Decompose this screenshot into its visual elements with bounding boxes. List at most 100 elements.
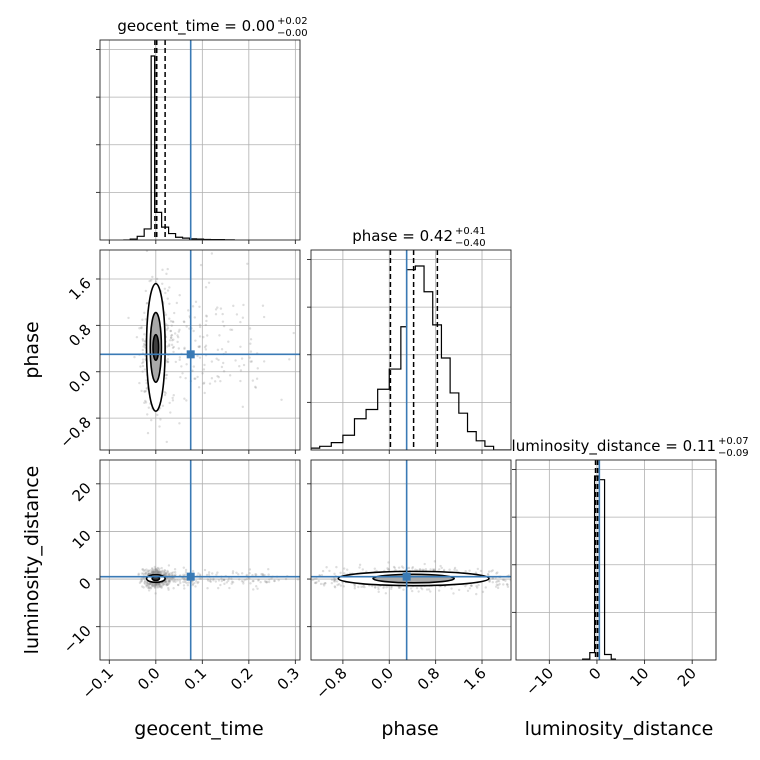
sample-point <box>168 581 171 584</box>
sample-point <box>242 363 246 367</box>
panel-frame <box>99 39 301 241</box>
sample-point <box>394 568 397 572</box>
sample-point <box>377 590 380 594</box>
sample-point <box>143 344 146 347</box>
sample-point <box>161 282 164 286</box>
sample-point <box>163 569 167 572</box>
sample-point <box>160 571 163 575</box>
sample-point <box>166 581 169 585</box>
sample-point <box>164 571 168 575</box>
sample-point <box>149 582 153 586</box>
sample-point <box>167 582 171 585</box>
sample-point <box>143 582 147 586</box>
sample-point <box>358 563 362 567</box>
sample-point <box>178 422 181 425</box>
sample-point <box>240 357 244 360</box>
sample-point <box>423 562 426 566</box>
sample-point <box>137 572 140 576</box>
sample-point <box>157 571 160 575</box>
sample-point <box>182 320 186 323</box>
sample-point <box>502 578 506 582</box>
sample-point <box>429 568 432 571</box>
sample-point <box>512 577 514 579</box>
sample-point <box>152 570 155 573</box>
sample-point <box>286 582 288 584</box>
sample-point <box>138 581 142 585</box>
panel-plot-area <box>100 460 300 660</box>
sample-point <box>207 579 210 582</box>
sample-point <box>148 582 152 586</box>
sample-point <box>158 582 161 585</box>
sample-point <box>155 582 158 586</box>
sample-point <box>164 377 168 380</box>
sample-point <box>216 306 219 309</box>
sample-point <box>387 561 390 564</box>
sample-point <box>155 569 159 572</box>
sample-point <box>271 572 273 574</box>
sample-point <box>143 401 146 405</box>
sample-point <box>151 583 155 586</box>
sample-point <box>150 586 153 589</box>
sample-point <box>315 581 318 584</box>
sample-point <box>221 312 224 316</box>
sample-point <box>487 570 491 573</box>
sample-point <box>223 582 226 586</box>
sample-point <box>420 586 423 590</box>
sample-point <box>457 588 461 592</box>
sample-point <box>164 580 168 583</box>
sample-point <box>208 382 212 385</box>
sample-point <box>166 570 170 574</box>
sample-point <box>496 579 499 583</box>
sample-point <box>242 582 245 585</box>
sample-point <box>390 587 393 591</box>
sample-point <box>196 375 199 379</box>
sample-point <box>219 583 222 587</box>
sample-point <box>145 581 149 585</box>
panel-luminosity_distance-vs-geocent_time: −10 0 10 20 −0.1 0.0 0.1 0.2 0.3 <box>60 459 303 703</box>
sample-point <box>262 315 266 319</box>
sample-point <box>166 297 169 300</box>
sample-point <box>402 566 405 569</box>
sample-point <box>142 360 145 364</box>
sample-point <box>228 586 231 590</box>
sample-point <box>165 584 168 587</box>
sample-point <box>147 584 150 587</box>
sample-point <box>207 573 211 576</box>
sample-point <box>154 568 157 572</box>
y-tick-label: 1.6 <box>65 274 95 304</box>
sample-point <box>214 308 218 311</box>
sample-point <box>246 262 249 265</box>
x-tick-label: 0.8 <box>414 664 444 694</box>
sample-point <box>166 360 170 363</box>
sample-point <box>207 281 211 285</box>
sample-point <box>143 389 146 393</box>
sample-point <box>209 580 212 583</box>
y-tick-label: 0 <box>75 574 94 593</box>
sample-point <box>433 568 436 571</box>
sample-point <box>173 571 177 574</box>
sample-point <box>170 571 174 575</box>
sample-point <box>144 571 148 575</box>
sample-point <box>517 569 519 571</box>
sample-point <box>324 581 327 585</box>
sample-point <box>203 363 206 367</box>
sample-point <box>263 580 267 583</box>
sample-point <box>204 344 208 347</box>
sample-point <box>496 571 499 574</box>
sample-point <box>143 368 147 371</box>
sample-point <box>353 585 356 588</box>
sample-point <box>474 571 478 574</box>
sample-point <box>143 311 146 315</box>
sample-point <box>145 302 149 305</box>
sample-point <box>156 583 159 587</box>
histogram-phase <box>311 265 511 450</box>
sample-point <box>147 586 150 590</box>
y-tick-label: 20 <box>69 479 95 505</box>
sample-point <box>157 582 160 585</box>
sample-point <box>174 360 178 364</box>
sample-point <box>210 252 214 255</box>
sample-point <box>141 348 145 352</box>
sample-point <box>248 577 251 580</box>
sample-point <box>167 574 171 577</box>
sample-point <box>151 567 154 571</box>
